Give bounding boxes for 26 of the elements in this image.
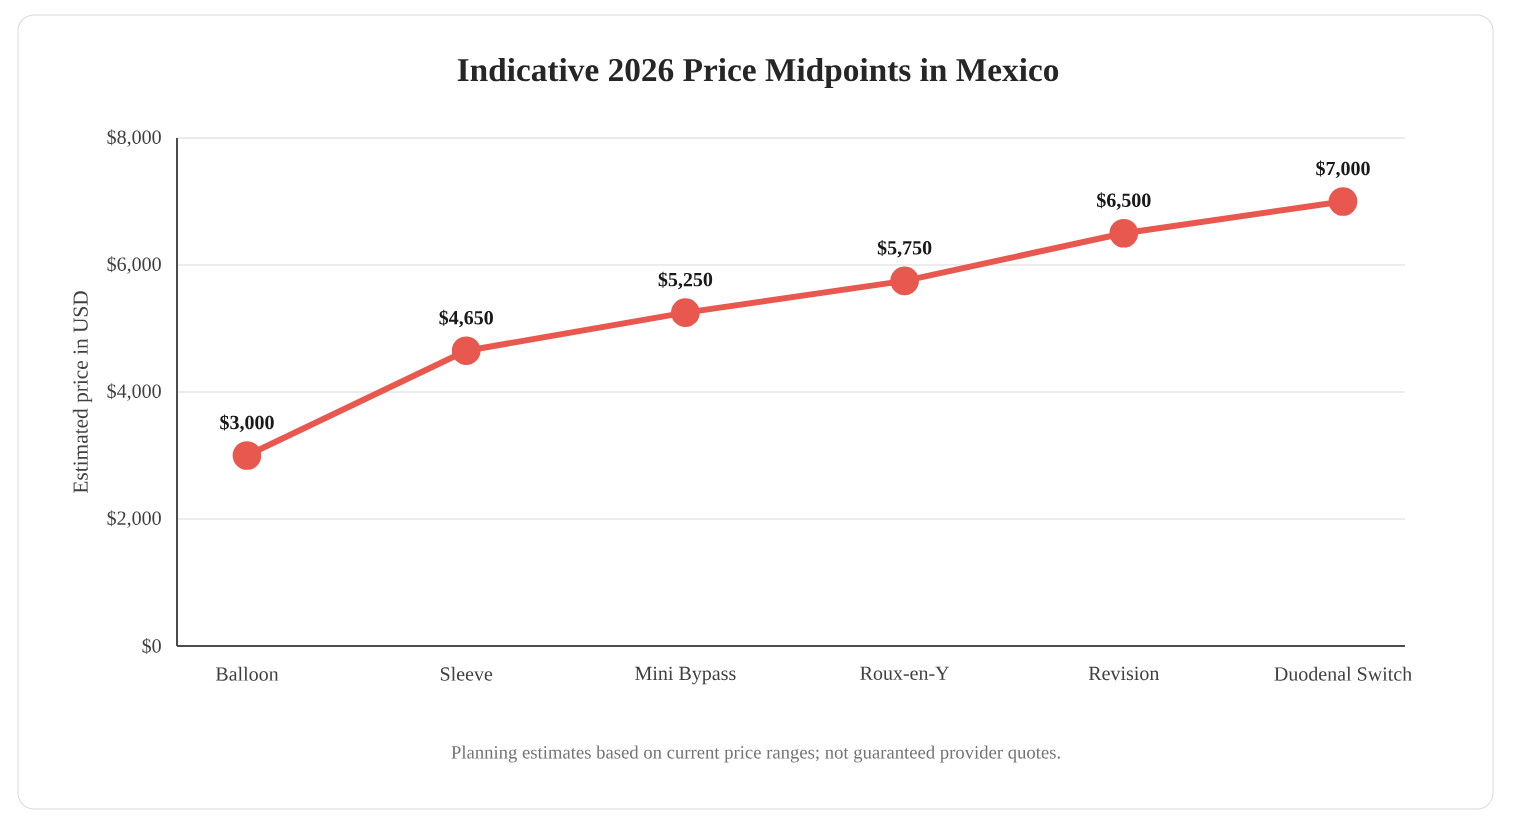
- text: Planning estimates based on current price ranges; not guaranteed provider quotes.: [451, 745, 1060, 763]
- x-tick-label: Revision: [1088, 666, 1160, 681]
- x-tick-label: Mini Bypass: [635, 666, 736, 685]
- point: [671, 298, 700, 327]
- data-label: $5,250: [658, 271, 713, 290]
- data-label: $5,750: [877, 239, 932, 258]
- x-tick-label: Sleeve: [440, 666, 493, 681]
- data-label: $4,650: [439, 309, 493, 328]
- chart-title: Indicative 2026 Price Midpoints in Mexico: [457, 57, 1059, 89]
- y-axis-title: Estimated price in USD: [72, 291, 93, 493]
- y-tick-label: $6,000: [107, 256, 161, 274]
- data-label: $7,000: [1316, 160, 1370, 179]
- y-tick-label: $2,000: [107, 510, 161, 528]
- point: [451, 336, 481, 366]
- point: [890, 266, 919, 296]
- point: [232, 441, 262, 470]
- x-tick-label: Duodenal Switch: [1274, 666, 1412, 681]
- x-tick-label: Balloon: [215, 666, 279, 681]
- point: [1328, 187, 1358, 216]
- x-tick-label: Roux-en-Y: [860, 666, 950, 680]
- y-tick-label: $0: [142, 638, 161, 655]
- point: [1109, 218, 1139, 248]
- data-label: $6,500: [1097, 192, 1151, 210]
- y-tick-label: $4,000: [107, 383, 161, 401]
- y-tick-label: $8,000: [107, 129, 161, 147]
- data-label: $3,000: [220, 414, 274, 433]
